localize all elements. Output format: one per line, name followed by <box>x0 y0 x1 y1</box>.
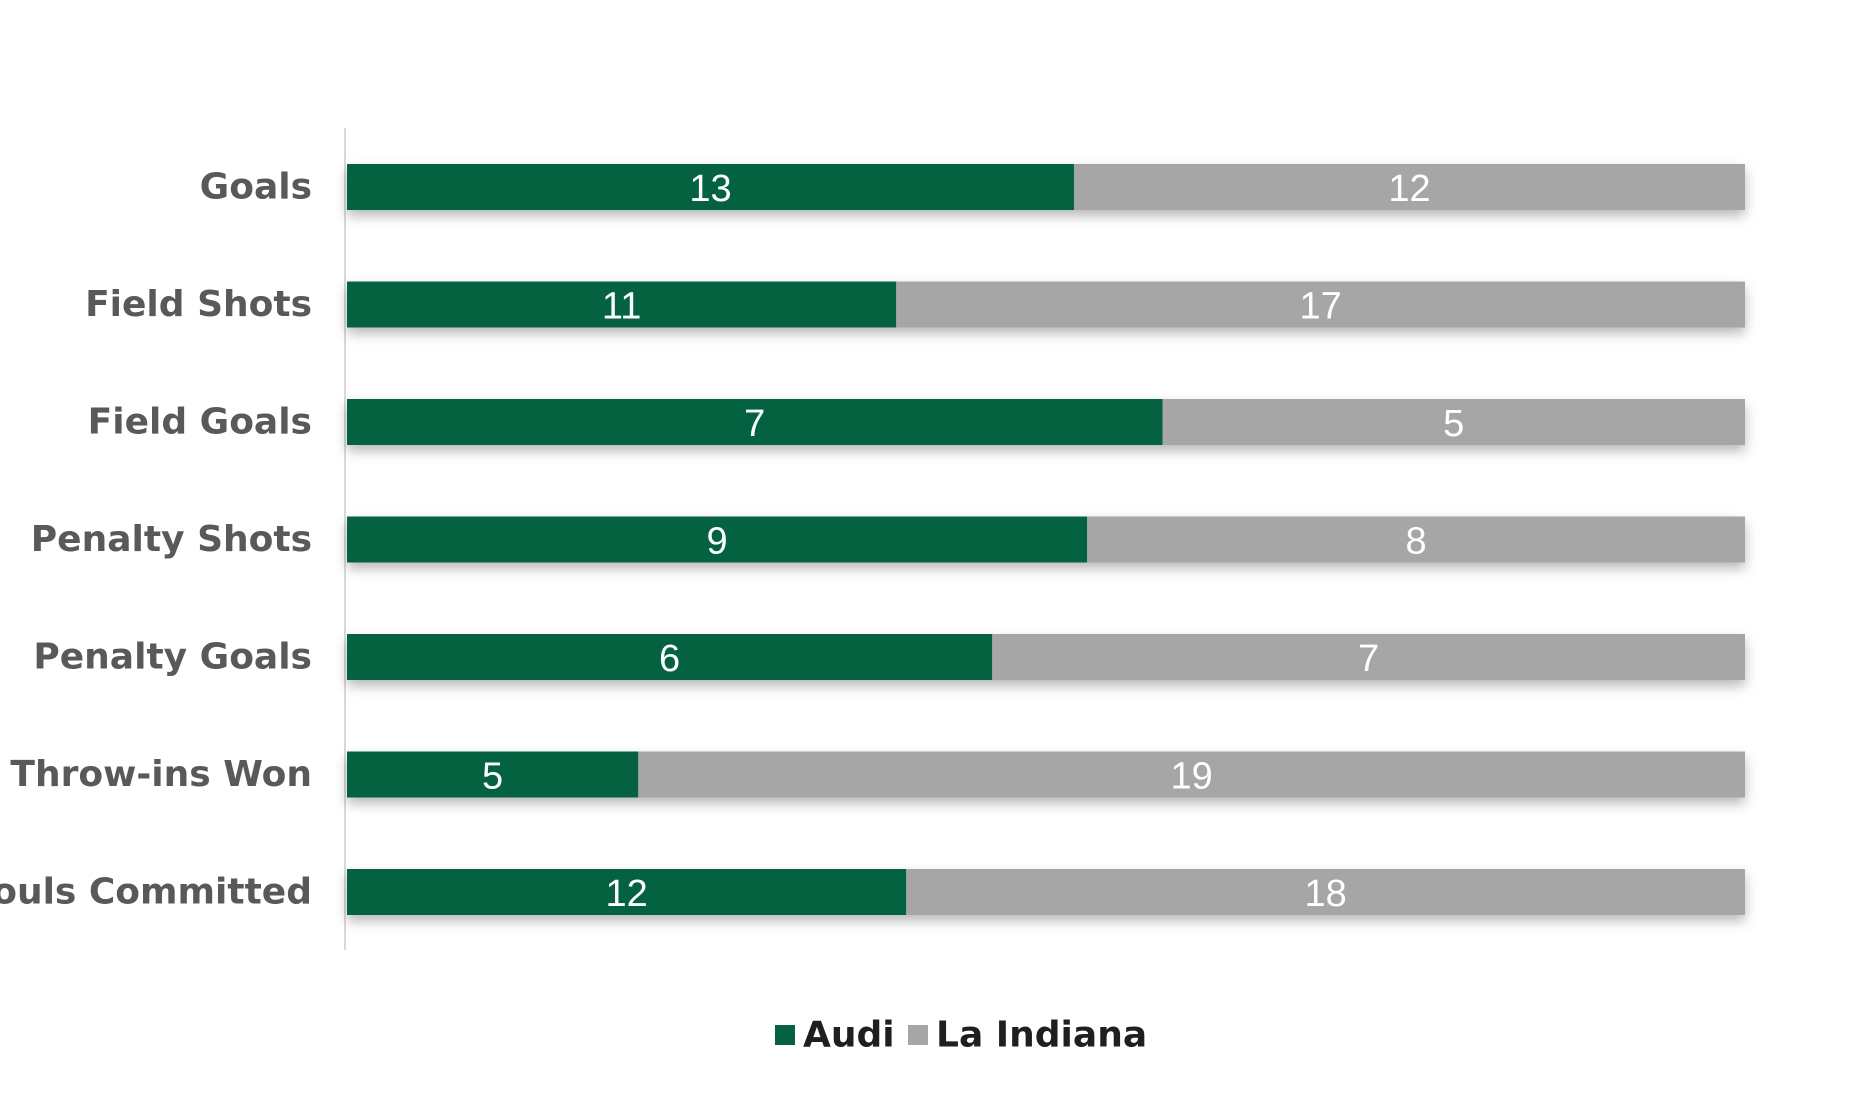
bar-la-indiana <box>1073 164 1745 210</box>
data-label: 5 <box>1443 403 1464 445</box>
bar-audi <box>347 634 993 680</box>
bar-la-indiana <box>638 751 1745 798</box>
bar-la-indiana <box>992 634 1745 680</box>
data-label: 6 <box>659 638 680 680</box>
data-label: 13 <box>689 168 731 210</box>
data-label: 5 <box>482 756 503 798</box>
category-label: Penalty Goals <box>33 637 312 678</box>
legend-label-la-indiana: La Indiana <box>936 1015 1147 1056</box>
bars-layer: Goals 13 12 Field Shots 11 17 Field Goals 7 5 Pen… <box>0 164 1745 915</box>
legend: Audi La Indiana <box>775 1015 1147 1056</box>
bar-la-indiana <box>1087 516 1745 563</box>
data-label: 7 <box>1358 638 1379 680</box>
legend-swatch-audi <box>775 1025 795 1045</box>
legend-label-audi: Audi <box>803 1015 895 1056</box>
data-label: 11 <box>602 286 641 328</box>
bar-audi <box>347 869 907 915</box>
data-label: 18 <box>1304 873 1346 915</box>
legend-swatch-la-indiana <box>908 1025 928 1045</box>
data-label: 17 <box>1299 286 1341 328</box>
data-label: 7 <box>744 403 765 445</box>
bar-audi <box>347 399 1163 445</box>
category-label: Penalty Shots <box>31 519 312 560</box>
category-label: Throw-ins Won <box>10 754 312 795</box>
category-label: Fouls Committed <box>0 872 312 913</box>
data-label: 12 <box>605 873 647 915</box>
bar-audi <box>347 281 897 328</box>
data-label: 19 <box>1170 756 1212 798</box>
bar-audi <box>347 164 1074 210</box>
bar-la-indiana <box>1162 399 1745 445</box>
data-label: 9 <box>706 521 727 563</box>
bar-la-indiana <box>896 281 1745 328</box>
data-label: 8 <box>1405 521 1426 563</box>
category-label: Field Shots <box>85 284 312 325</box>
bar-la-indiana <box>906 869 1745 915</box>
bar-audi <box>347 516 1088 563</box>
category-label: Field Goals <box>88 402 312 443</box>
bar-audi <box>347 751 639 798</box>
category-label: Goals <box>200 167 312 208</box>
data-label: 12 <box>1388 168 1430 210</box>
